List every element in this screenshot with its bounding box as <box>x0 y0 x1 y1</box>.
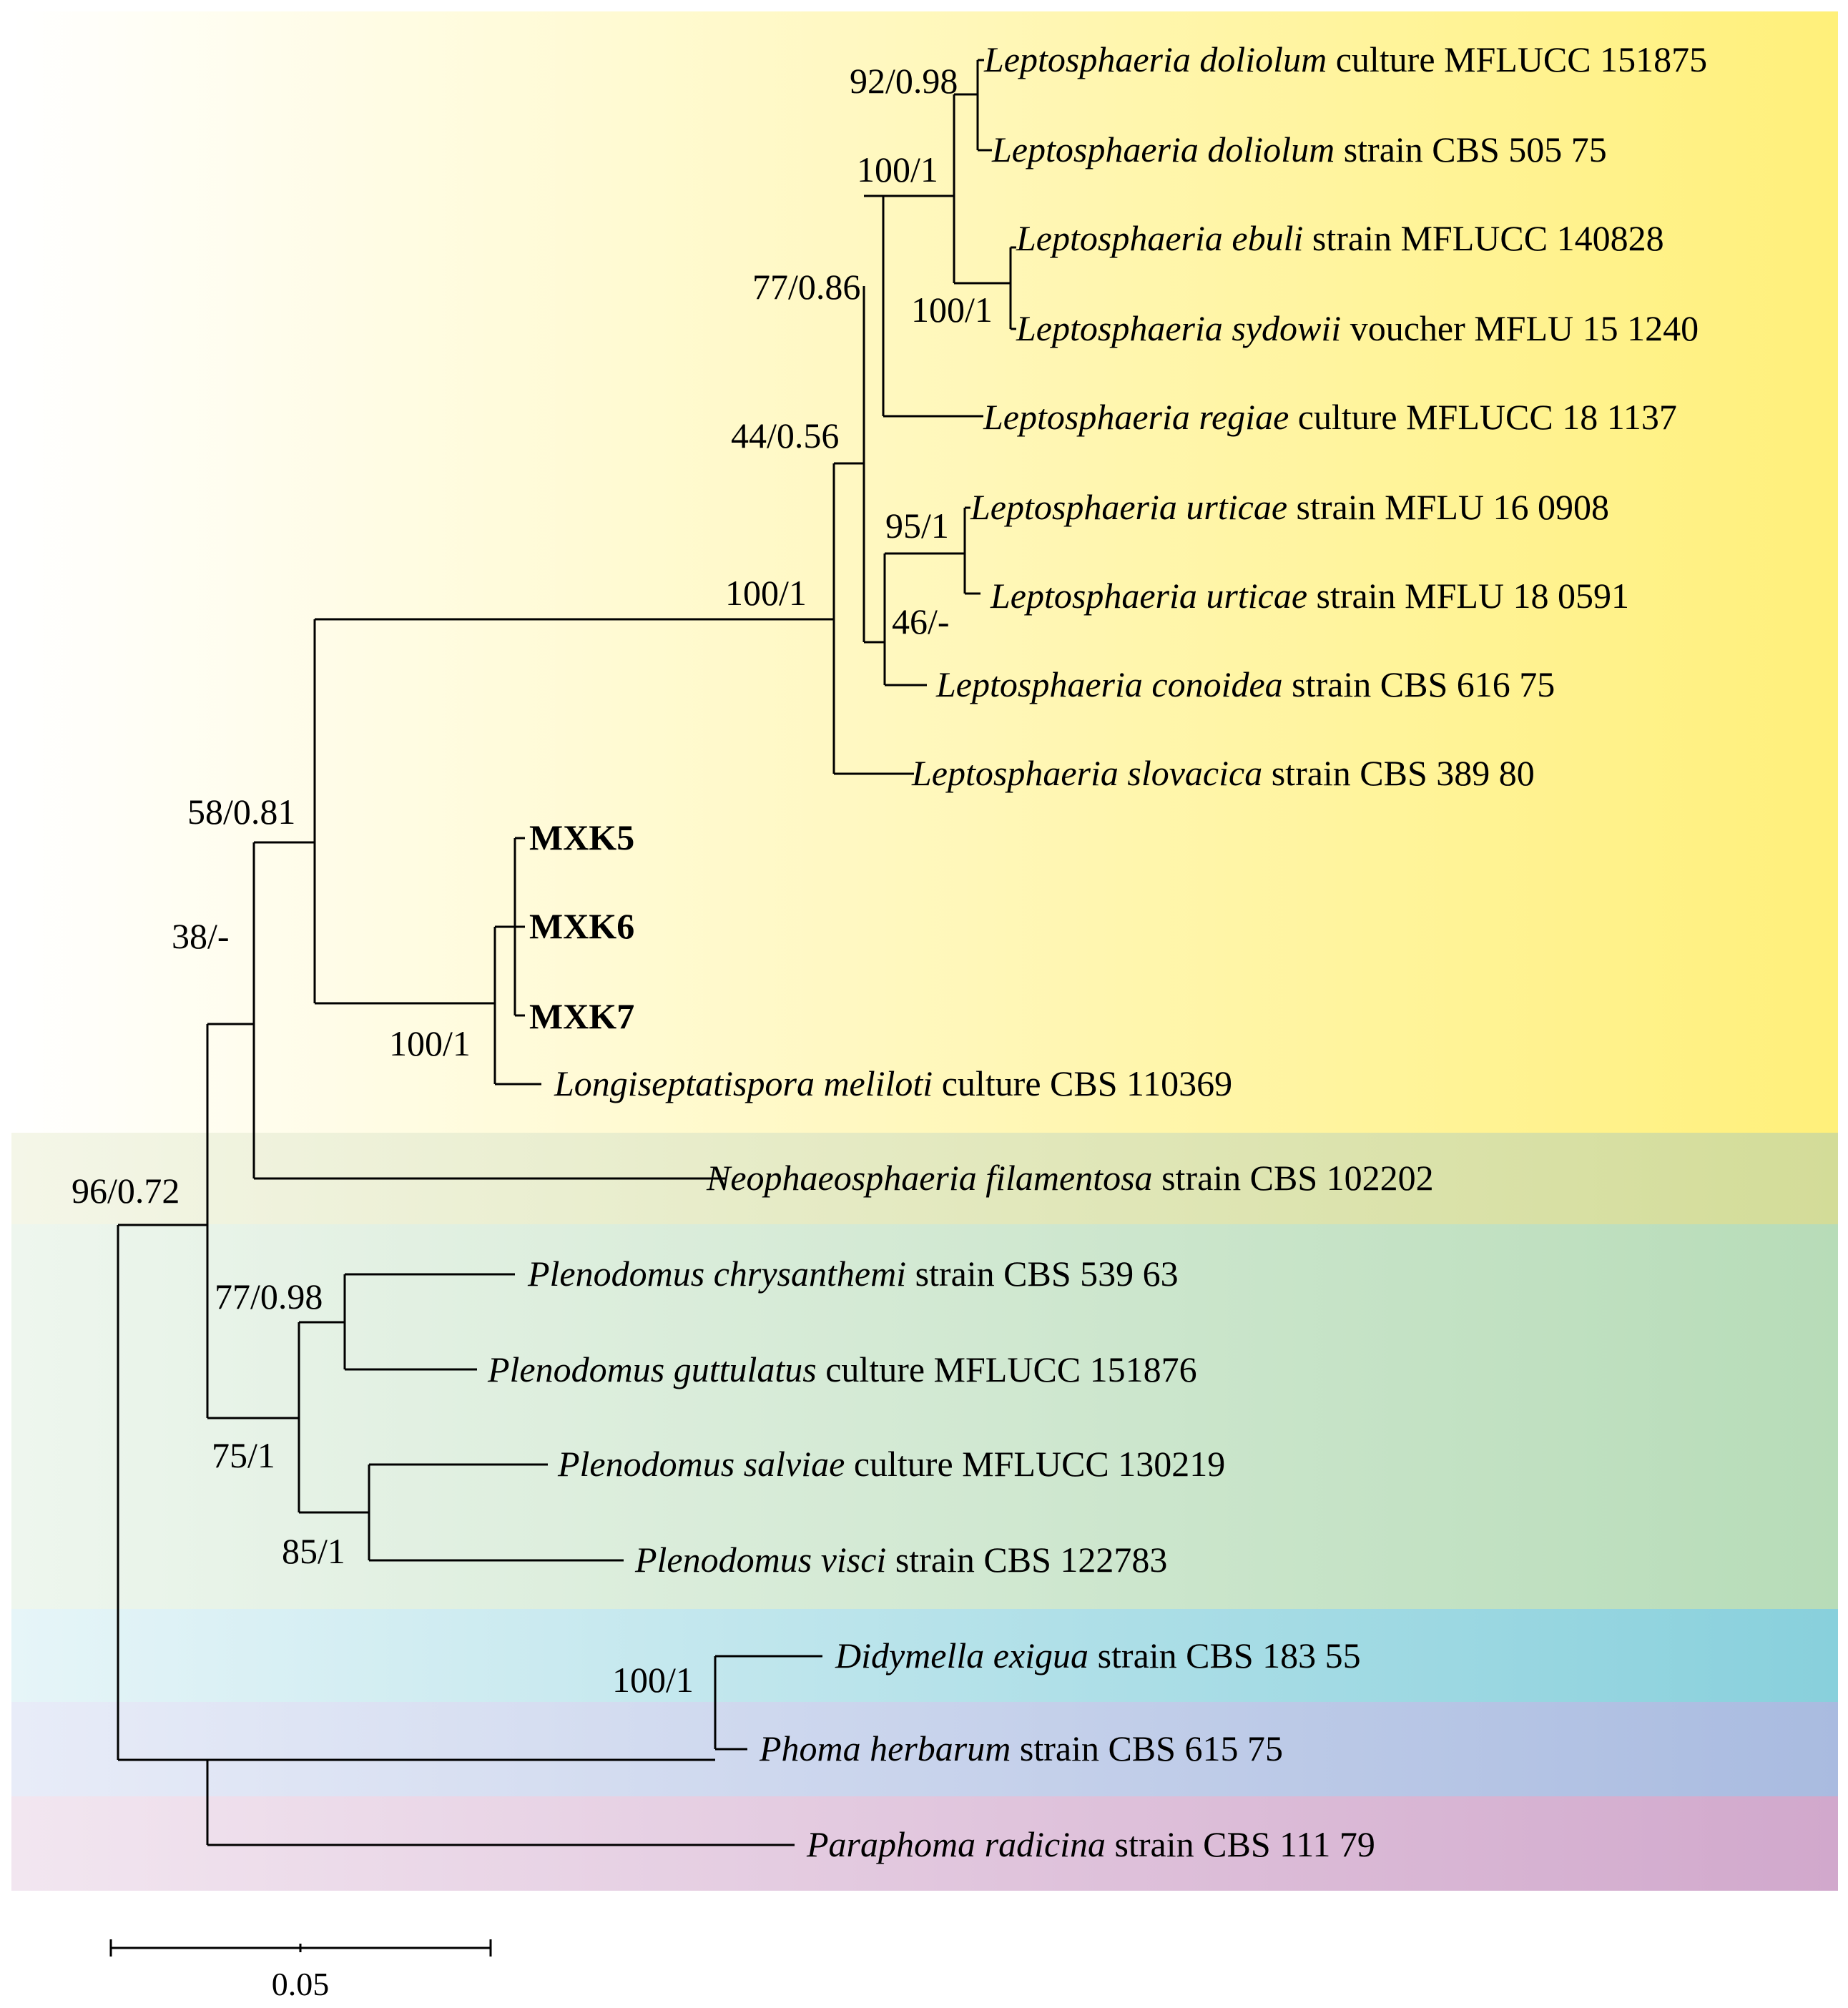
scale-bar-label: 0.05 <box>272 1966 330 2002</box>
taxon-label: Longiseptatispora meliloti culture CBS 1… <box>554 1063 1232 1103</box>
scale-bar-line <box>109 1939 492 1957</box>
support-value: 100/1 <box>857 149 938 190</box>
branch-node-44 <box>834 286 885 644</box>
support-value: 100/1 <box>911 290 993 330</box>
branch-node-85 <box>299 1463 624 1562</box>
branch-node-77-086 <box>864 195 983 418</box>
taxon-label: Leptosphaeria regiae culture MFLUCC 18 1… <box>983 397 1677 437</box>
support-value: 44/0.56 <box>731 415 839 456</box>
taxon-label: Leptosphaeria conoidea strain CBS 616 75 <box>935 664 1555 704</box>
support-value: 100/1 <box>389 1023 471 1063</box>
taxon-label: Paraphoma radicina strain CBS 111 79 <box>806 1824 1375 1864</box>
support-value: 100/1 <box>725 573 807 613</box>
band-didymella <box>11 1609 1838 1702</box>
taxon-label-mxk7: MXK7 <box>529 996 634 1036</box>
band-phoma <box>11 1702 1838 1796</box>
taxon-label: Neophaeosphaeria filamentosa strain CBS … <box>706 1158 1434 1198</box>
branch-node-75 <box>207 1322 300 1512</box>
band-leptosphaeria <box>11 11 1838 1133</box>
taxon-label: Leptosphaeria urticae strain MFLU 16 090… <box>970 487 1609 527</box>
branch-node-100-b <box>1009 246 1016 330</box>
branch-node-100-a <box>883 94 1011 285</box>
branch-node-100-mxk <box>493 927 541 1086</box>
tree-branches <box>117 59 1016 1846</box>
taxon-label: Plenodomus chrysanthemi strain CBS 539 6… <box>527 1254 1179 1294</box>
taxon-label: Leptosphaeria doliolum culture MFLUCC 15… <box>983 39 1707 79</box>
support-value: 92/0.98 <box>850 61 958 101</box>
support-value: 58/0.81 <box>187 792 295 832</box>
taxon-label: Leptosphaeria ebuli strain MFLUCC 140828 <box>1016 218 1664 258</box>
branch-node-100-out <box>206 1655 822 1846</box>
taxon-label: Plenodomus visci strain CBS 122783 <box>634 1540 1167 1580</box>
support-value: 85/1 <box>282 1531 345 1571</box>
band-paraphoma <box>11 1796 1838 1891</box>
support-values: 92/0.98 100/1 77/0.86 100/1 44/0.56 95/1… <box>72 61 993 1700</box>
taxon-label: Leptosphaeria urticae strain MFLU 18 059… <box>990 576 1629 616</box>
support-value: 75/1 <box>212 1435 275 1475</box>
scale-bar: 0.05 <box>109 1939 492 2002</box>
branch-node-95 <box>963 506 980 595</box>
taxon-label: Leptosphaeria sydowii voucher MFLU 15 12… <box>1016 308 1699 348</box>
taxon-label: Leptosphaeria doliolum strain CBS 505 75 <box>991 129 1607 169</box>
branch-node-100-lepto <box>832 463 914 775</box>
support-value: 77/0.86 <box>752 267 860 307</box>
branch-mxk-poly <box>495 837 525 1017</box>
band-plenodomus <box>11 1224 1838 1609</box>
branch-node-58 <box>254 618 834 1005</box>
taxon-label-mxk6: MXK6 <box>529 906 634 946</box>
taxon-label: Leptosphaeria slovacica strain CBS 389 8… <box>911 753 1535 793</box>
support-value: 38/- <box>172 916 230 956</box>
support-value: 46/- <box>892 601 950 641</box>
taxon-label-mxk5: MXK5 <box>529 817 634 857</box>
taxon-label: Plenodomus guttulatus culture MFLUCC 151… <box>487 1349 1197 1389</box>
taxon-label: Didymella exigua strain CBS 183 55 <box>835 1635 1361 1675</box>
taxon-labels: Leptosphaeria doliolum culture MFLUCC 15… <box>487 39 1707 1864</box>
taxon-label: Plenodomus salviae culture MFLUCC 130219 <box>557 1444 1225 1484</box>
branch-node-92 <box>954 59 992 152</box>
branch-root <box>117 1224 207 1761</box>
taxon-label: Phoma herbarum strain CBS 615 75 <box>759 1728 1283 1768</box>
support-value: 96/0.72 <box>72 1171 180 1211</box>
support-value: 77/0.98 <box>215 1276 323 1316</box>
branch-node-77-098 <box>299 1273 515 1371</box>
branch-node-46 <box>883 552 965 686</box>
support-value: 100/1 <box>612 1660 694 1700</box>
support-value: 95/1 <box>885 506 949 546</box>
branch-node-38 <box>207 842 726 1180</box>
